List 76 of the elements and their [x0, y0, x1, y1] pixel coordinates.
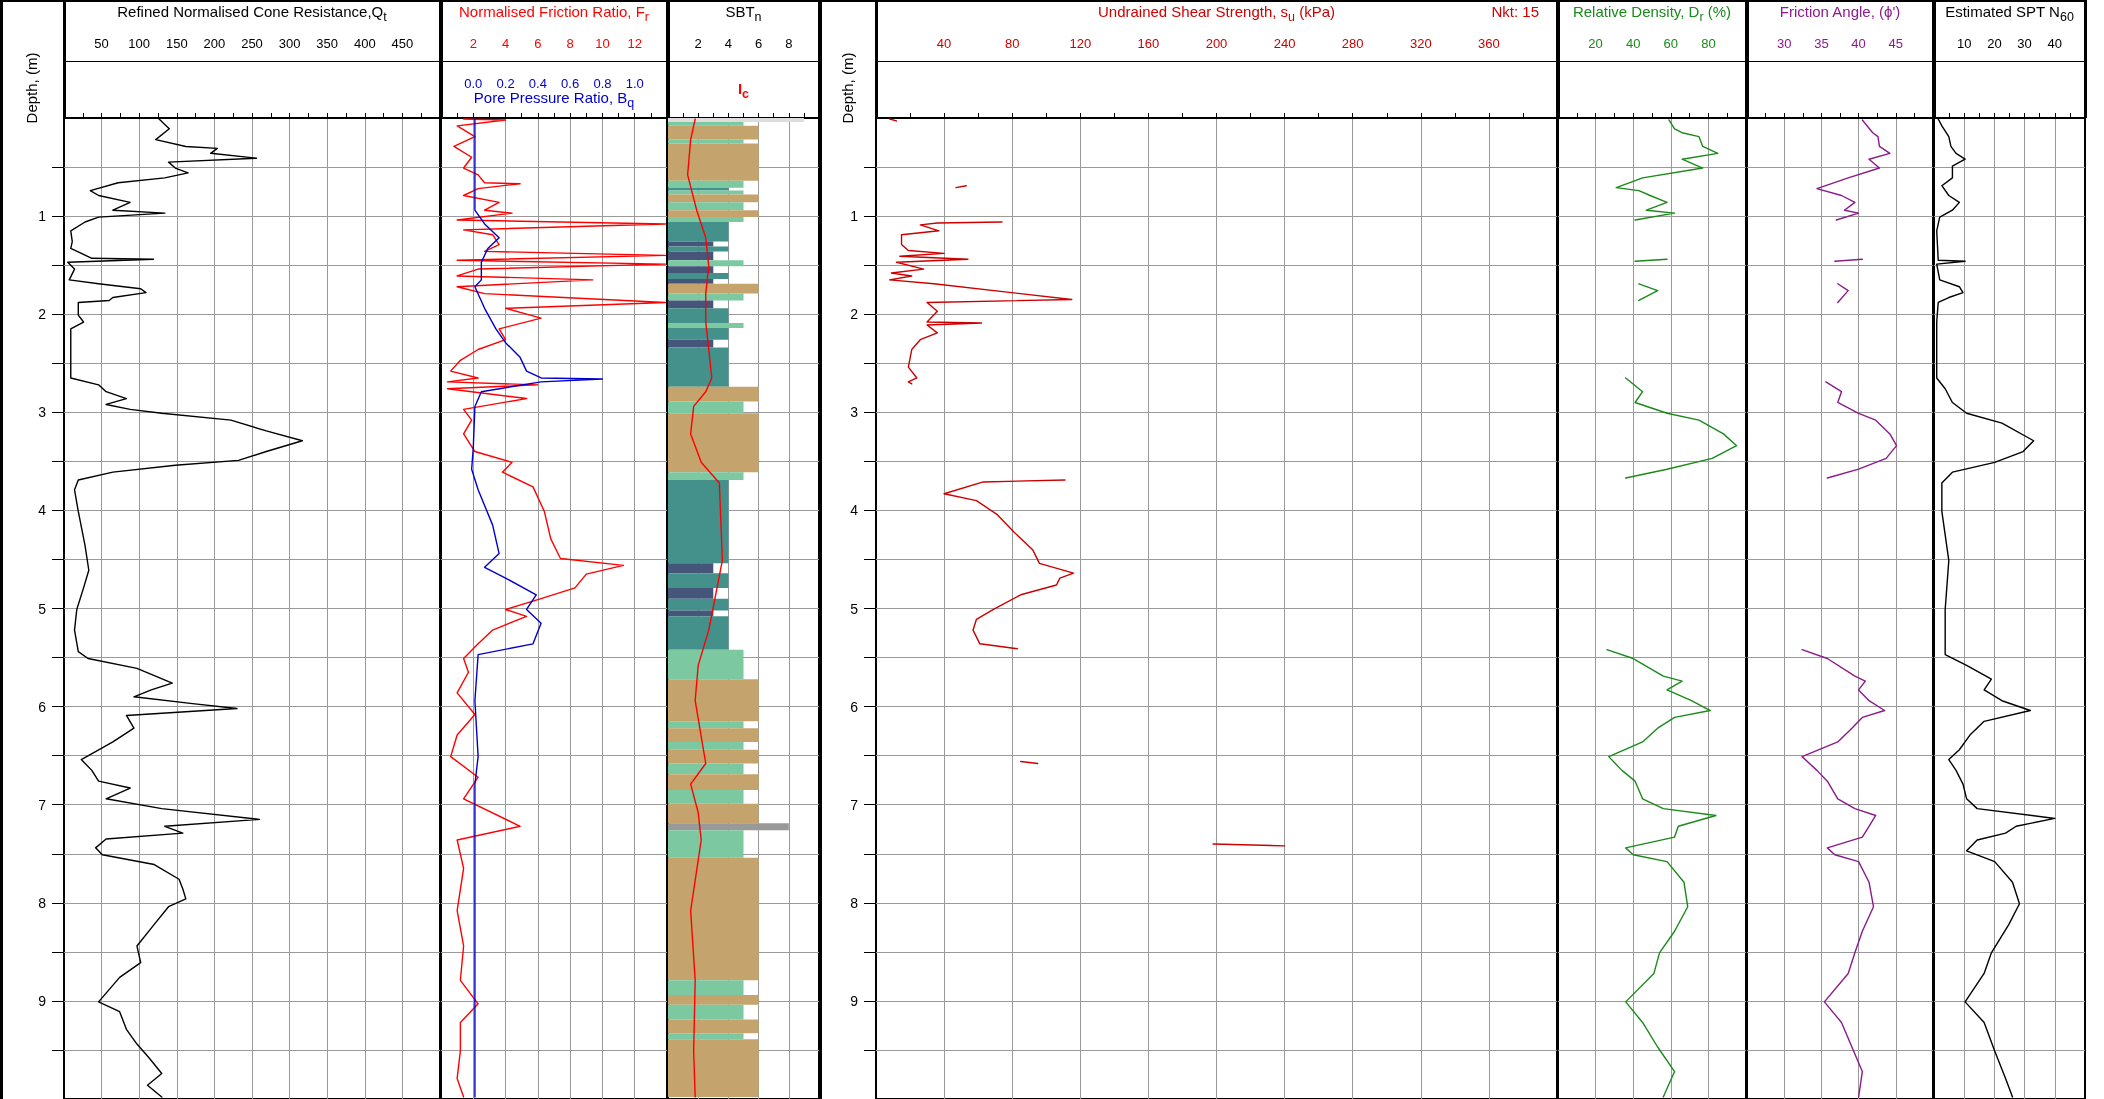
x-tick-label: 300	[278, 36, 301, 51]
x-tick-label: 20	[1588, 36, 1603, 51]
x-tick-label: 350	[316, 36, 339, 51]
x-tick-label: 120	[1069, 36, 1092, 51]
y-tick-label: 7	[850, 796, 859, 813]
x-tick-label: 50	[94, 36, 109, 51]
x2-tick-label: 0.0	[464, 76, 483, 91]
x-tick-label: 40	[1625, 36, 1641, 51]
y-tick-label: 1	[38, 208, 47, 225]
x-tick-label: 400	[353, 36, 376, 51]
x-tick-label: 8	[566, 36, 574, 51]
y-tick-label: 6	[850, 698, 859, 715]
x-tick-label: 6	[754, 36, 763, 51]
x-axis-title: SBT$_{n}$	[725, 3, 762, 26]
x-tick-label: 40	[1851, 36, 1866, 51]
x-tick-label: 200	[203, 36, 226, 51]
x-tick-label: 6	[534, 36, 542, 51]
x-tick-label: 40	[936, 36, 952, 51]
x-tick-label: 30	[1776, 36, 1792, 51]
y-tick-label: 9	[850, 992, 859, 1009]
y-tick-label: 2	[38, 306, 47, 323]
x-tick-label: 280	[1341, 36, 1364, 51]
x-tick-label: 80	[1004, 36, 1020, 51]
x-tick-label: 40	[2047, 36, 2063, 51]
y-tick-label: 5	[850, 600, 859, 617]
x-tick-label: 45	[1888, 36, 1904, 51]
y-tick-label: 9	[38, 992, 47, 1009]
x2-tick-label: 0.4	[528, 76, 547, 91]
x-tick-label: 250	[241, 36, 263, 51]
x-axis-title: Estimated SPT N$_{60}$	[1945, 3, 2074, 26]
x-tick-label: 30	[2017, 36, 2032, 51]
x-axis-title: Undrained Shear Strength, s$_{u}$ (kPa)	[1097, 3, 1336, 26]
x-tick-label: 4	[724, 36, 733, 51]
x2-axis-title: Pore Pressure Ratio, B$_{q}$	[473, 89, 635, 112]
x2-tick-label: 0.6	[561, 76, 580, 91]
y-tick-label: 6	[38, 698, 47, 715]
x-axis-title: Normalised Friction Ratio, F$_{r}$	[458, 3, 650, 26]
y-axis-title: Depth, (m)	[838, 52, 857, 124]
x-tick-label: 160	[1137, 36, 1160, 51]
x-tick-label: 2	[694, 36, 702, 51]
x-tick-label: 8	[785, 36, 793, 51]
x-tick-label: 35	[1814, 36, 1829, 51]
y-tick-label: 7	[38, 796, 47, 813]
x-axis-title: Refined Normalised Cone Resistance,Q$_{t}$	[117, 3, 387, 26]
x-tick-label: 360	[1478, 36, 1500, 51]
x-tick-label: 150	[165, 36, 188, 51]
y-tick-label: 3	[38, 404, 47, 421]
x-tick-label: 2	[469, 36, 477, 51]
x-tick-label: 20	[1987, 36, 2002, 51]
x2-tick-label: 0.2	[496, 76, 515, 91]
y-axis-title: Depth, (m)	[23, 52, 41, 124]
x-tick-label: 80	[1701, 36, 1716, 51]
y-tick-label: 3	[850, 404, 859, 421]
y-tick-label: 8	[38, 894, 47, 911]
x-tick-label: 320	[1409, 36, 1432, 51]
y-tick-label: 1	[850, 208, 859, 225]
y-tick-label: 5	[38, 600, 47, 617]
x-tick-label: 4	[501, 36, 510, 51]
x-tick-label: 200	[1205, 36, 1228, 51]
x2-tick-label: 0.8	[593, 76, 612, 91]
x-tick-label: 60	[1663, 36, 1679, 51]
x-tick-label: 10	[595, 36, 610, 51]
x-tick-label: 240	[1273, 36, 1296, 51]
x-tick-label: 100	[128, 36, 151, 51]
y-tick-label: 4	[38, 502, 47, 519]
y-tick-label: 8	[850, 894, 859, 911]
text: I$_{c}$	[737, 80, 750, 103]
x-axis-title: Relative Density, D$_{r}$ (%)	[1572, 3, 1732, 26]
x-tick-label: 450	[391, 36, 414, 51]
x-axis-title: Friction Angle, (ϕ')	[1779, 3, 1901, 21]
x2-tick-label: 1.0	[625, 76, 644, 91]
y-tick-label: 4	[850, 502, 859, 519]
y-tick-label: 2	[850, 306, 859, 323]
text: Nkt: 15	[1491, 3, 1539, 21]
x-tick-label: 12	[627, 36, 642, 51]
x-tick-label: 10	[1956, 36, 1972, 51]
